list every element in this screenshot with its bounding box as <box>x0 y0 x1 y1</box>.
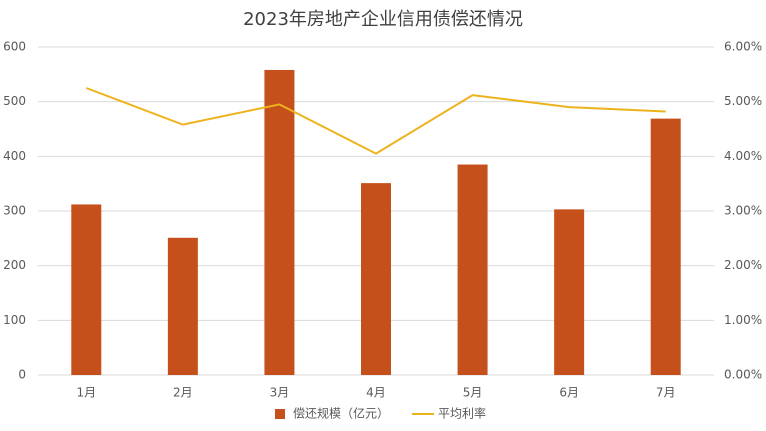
y-tick-label: 500 <box>3 94 26 108</box>
bar <box>167 237 198 375</box>
legend-label: 偿还规模（亿元） <box>293 406 389 421</box>
x-tick-label: 1月 <box>76 386 96 400</box>
y2-tick-label: 0.00% <box>724 368 762 382</box>
legend-swatch <box>275 409 285 419</box>
bar <box>71 204 102 375</box>
chart-title: 2023年房地产企业信用债偿还情况 <box>243 9 523 30</box>
y-tick-label: 100 <box>3 313 26 327</box>
x-tick-label: 5月 <box>463 386 483 400</box>
bar <box>264 69 295 376</box>
x-tick-label: 4月 <box>366 386 386 400</box>
y2-tick-label: 2.00% <box>724 258 762 272</box>
y2-tick-label: 5.00% <box>724 94 762 108</box>
bar <box>554 209 585 375</box>
y-tick-label: 0 <box>18 368 26 382</box>
y-tick-label: 600 <box>3 40 26 54</box>
bar <box>361 183 391 375</box>
bar <box>457 164 488 375</box>
line <box>85 87 666 155</box>
y2-tick-label: 6.00% <box>724 40 762 54</box>
y2-tick-label: 4.00% <box>724 149 762 163</box>
x-tick-label: 6月 <box>559 386 579 400</box>
y2-tick-label: 1.00% <box>724 313 762 327</box>
bar <box>650 118 681 375</box>
y-tick-label: 400 <box>3 149 26 163</box>
y2-tick-label: 3.00% <box>724 204 762 218</box>
x-tick-label: 3月 <box>270 386 290 400</box>
x-tick-label: 7月 <box>656 386 676 400</box>
y-tick-label: 300 <box>3 204 26 218</box>
x-tick-label: 2月 <box>173 386 193 400</box>
y-tick-label: 200 <box>3 258 26 272</box>
legend-label: 平均利率 <box>438 406 486 421</box>
